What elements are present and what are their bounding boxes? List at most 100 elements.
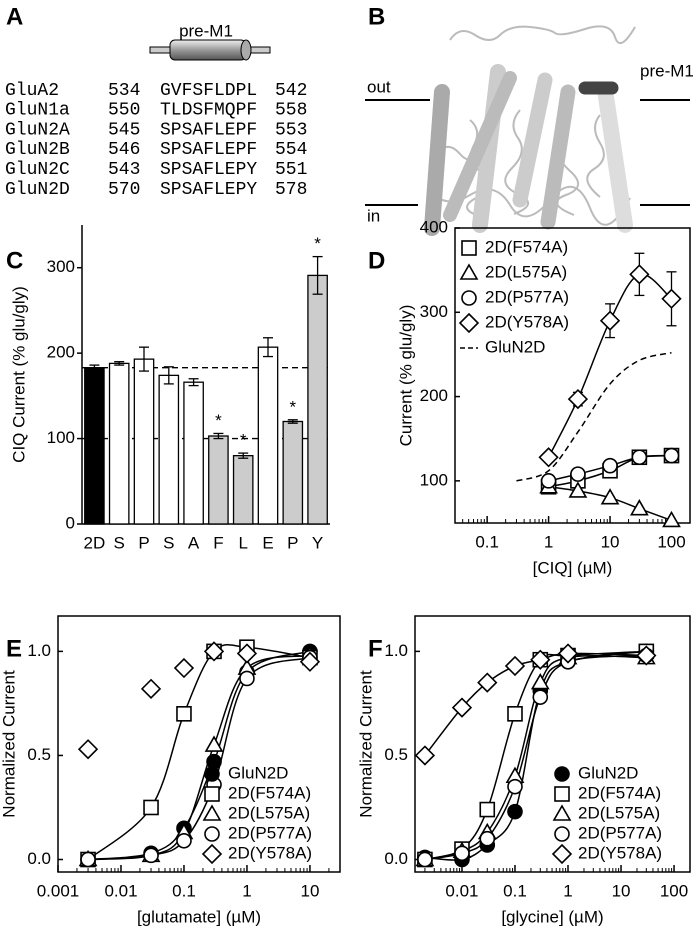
marker-diamond <box>504 655 526 677</box>
y-tick-label: 200 <box>420 386 448 405</box>
end-residue: 578 <box>275 180 307 200</box>
marker-diamond <box>599 310 621 331</box>
marker-circle <box>417 851 433 868</box>
y-tick-label: 0.0 <box>27 849 51 868</box>
marker-square <box>554 786 570 802</box>
fit-curve <box>516 352 672 482</box>
legend-label: 2D(P577A) <box>228 823 312 842</box>
marker-square <box>176 706 192 722</box>
helix-end <box>240 39 252 61</box>
x-tick-label: P <box>287 533 298 552</box>
panel-label: F <box>368 635 383 662</box>
x-tick-label: 0.001 <box>37 881 80 900</box>
protein-name: GluN2B <box>5 140 70 160</box>
start-residue: 543 <box>108 160 140 180</box>
x-tick-label: L <box>238 533 247 552</box>
significance-mark: * <box>314 234 321 253</box>
legend-label: GluN2D <box>228 763 288 782</box>
marker-circle <box>143 847 159 864</box>
marker-square <box>479 801 496 818</box>
start-residue: 546 <box>108 140 140 160</box>
protein-name: GluN2D <box>5 180 70 200</box>
legend-label: 2D(L575A) <box>578 803 660 822</box>
marker-diamond <box>477 672 498 693</box>
marker-diamond <box>636 645 657 666</box>
marker-diamond <box>530 649 551 670</box>
marker-diamond <box>201 843 223 865</box>
marker-circle <box>454 845 470 862</box>
marker-diamond <box>661 288 682 309</box>
protein-name: GluN2A <box>5 120 70 140</box>
x-tick-label: Y <box>312 533 323 552</box>
x-tick-label: 10 <box>612 881 631 900</box>
legend-label: 2D(Y578A) <box>578 843 662 862</box>
y-tick-label: 0.5 <box>384 745 408 764</box>
helix-cylinder <box>169 39 247 61</box>
marker-circle <box>602 457 618 474</box>
legend-label: GluN2D <box>578 763 638 782</box>
x-axis-label: [glycine] (µM) <box>501 907 603 926</box>
marker-diamond <box>299 651 321 672</box>
x-axis-label: [CIQ] (µM) <box>533 558 613 577</box>
marker-circle <box>663 447 680 464</box>
x-tick-label: 1 <box>563 881 572 900</box>
helices <box>424 64 633 236</box>
bar <box>108 362 130 525</box>
y-tick-label: 0 <box>66 513 75 532</box>
marker-diamond <box>567 388 589 410</box>
helix-label: pre-M1 <box>179 21 233 40</box>
marker-circle <box>80 851 96 868</box>
x-tick-label: 100 <box>660 881 688 900</box>
legend-label: 2D(Y578A) <box>485 312 569 331</box>
bar <box>158 374 180 525</box>
marker-diamond <box>236 643 258 664</box>
marker-triangle <box>202 804 222 821</box>
marker-circle <box>239 670 255 687</box>
marker-triangle <box>662 510 681 528</box>
out-label: out <box>367 77 391 96</box>
y-tick-label: 1.0 <box>27 641 51 660</box>
panel-label: A <box>6 3 23 30</box>
x-tick-label: 1 <box>242 881 251 900</box>
marker-square <box>204 786 220 802</box>
panel-a: A pre-M1 GluA2 534 GVFSFLDPL 542 GluN1a 550 TL… <box>5 3 307 199</box>
marker-filled-circle <box>554 766 570 782</box>
marker-triangle <box>600 488 620 505</box>
x-tick-label: S <box>163 533 174 552</box>
marker-triangle <box>459 263 479 280</box>
marker-diamond <box>551 843 573 865</box>
marker-square <box>143 799 159 816</box>
x-tick-label: F <box>213 533 223 552</box>
panel-label: C <box>6 247 23 274</box>
marker-triangle <box>530 672 550 690</box>
x-tick-label: 100 <box>657 532 685 551</box>
bar <box>257 346 279 525</box>
significance-mark: * <box>215 411 222 430</box>
plot-frame <box>57 615 341 873</box>
x-tick-label: 0.01 <box>445 881 478 900</box>
marker-diamond <box>77 739 99 760</box>
start-residue: 550 <box>108 101 140 121</box>
x-tick-label: 0.1 <box>503 881 527 900</box>
legend-label: 2D(L575A) <box>228 803 310 822</box>
y-tick-label: 200 <box>47 343 75 362</box>
marker-diamond <box>414 745 436 766</box>
y-tick-label: 300 <box>420 302 448 321</box>
panel-label: E <box>6 635 22 662</box>
x-tick-label: 0.1 <box>172 881 196 900</box>
y-tick-label: 0.5 <box>27 745 51 764</box>
marker-filled-circle <box>204 766 220 782</box>
sequence: SPSAFLEPF <box>160 140 257 160</box>
protein-name: GluN2C <box>5 160 70 180</box>
panel-b: B out in pre-M1 <box>365 3 694 236</box>
y-tick-label: 300 <box>47 257 75 276</box>
x-tick-label: 1 <box>544 532 553 551</box>
x-tick-label: P <box>138 533 149 552</box>
end-residue: 551 <box>275 160 307 180</box>
marker-circle <box>532 689 549 705</box>
x-tick-label: 0.1 <box>475 532 499 551</box>
marker-circle <box>204 826 220 842</box>
marker-square <box>461 240 477 256</box>
sequence: GVFSFLDPL <box>160 81 257 101</box>
